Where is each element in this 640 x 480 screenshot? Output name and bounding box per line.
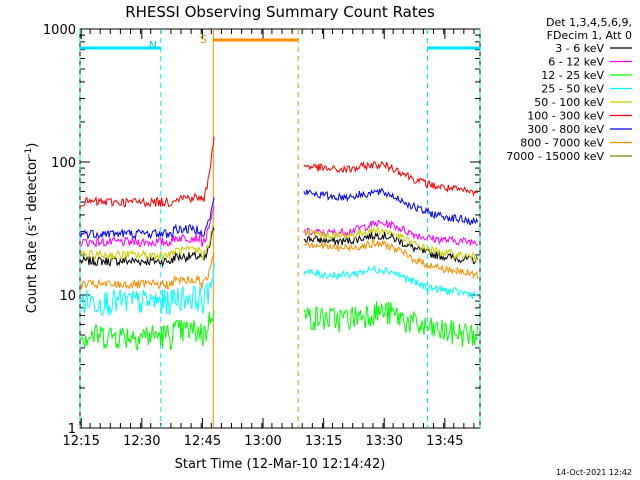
series-line-2-pre: [80, 310, 215, 351]
y-tick-label: 10: [59, 289, 76, 304]
y-tick-label: 1000: [43, 23, 76, 38]
series-line-4-post: [303, 226, 479, 262]
x-tick-label: 12:30: [123, 434, 160, 449]
series-line-7-pre: [80, 252, 215, 290]
legend-header-2: FDecim 1, Att 0: [547, 29, 632, 42]
y-axis-label: Count Rate (s-1 detector-1): [24, 143, 40, 314]
legend-label-3: 25 - 50 keV: [541, 83, 604, 96]
series-line-5-pre: [80, 136, 215, 208]
chart-title: RHESSI Observing Summary Count Rates: [125, 3, 435, 21]
legend-header-1: Det 1,3,4,5,6,9,: [546, 16, 632, 29]
plot-area: 1 10 100 1000 12:15 12:30 12:45 13:00 13:15 13:30…: [43, 23, 481, 449]
saa-label: S: [200, 33, 207, 46]
x-axis-label: Start Time (12-Mar-10 12:14:42): [175, 457, 386, 472]
timestamp: 14-Oct-2021 12:42: [556, 468, 632, 477]
x-tick-label: 13:30: [366, 434, 403, 449]
series-line-0-pre: [80, 226, 215, 268]
y-tick-label: 1: [68, 422, 76, 437]
legend-label-5: 100 - 300 keV: [527, 110, 604, 123]
legend-label-1: 6 - 12 keV: [548, 56, 604, 69]
series-line-6-post: [303, 187, 479, 226]
x-tick-label: 13:45: [426, 434, 463, 449]
legend-label-2: 12 - 25 keV: [541, 69, 604, 82]
night-label: N: [149, 39, 157, 52]
series-line-3-post: [303, 264, 479, 300]
legend-label-8: 7000 - 15000 keV: [506, 150, 604, 163]
series-line-1-pre: [80, 206, 215, 248]
series-line-3-pre: [80, 262, 215, 317]
series-line-4-pre: [80, 218, 215, 262]
plot-frame: [79, 28, 481, 429]
legend-label-0: 3 - 6 keV: [555, 42, 604, 55]
legend-label-7: 800 - 7000 keV: [520, 137, 604, 150]
series-line-2-post: [303, 301, 479, 347]
series-line-7-post: [303, 239, 479, 280]
x-tick-label: 12:45: [184, 434, 221, 449]
series-line-6-pre: [80, 197, 215, 241]
x-tick-label: 13:00: [244, 434, 281, 449]
series-line-0-post: [303, 231, 479, 265]
y-tick-label: 100: [51, 156, 76, 171]
legend-label-6: 300 - 800 keV: [527, 123, 604, 136]
legend-label-4: 50 - 100 keV: [534, 96, 604, 109]
x-tick-label: 13:15: [305, 434, 342, 449]
x-tick-label: 12:15: [62, 434, 99, 449]
series-line-5-post: [303, 160, 479, 198]
